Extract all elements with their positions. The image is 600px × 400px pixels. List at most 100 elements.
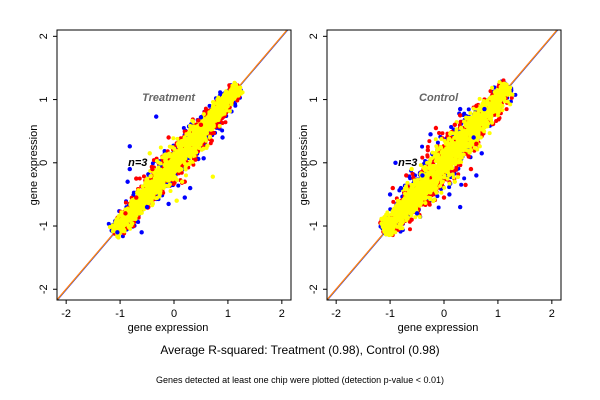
core-point — [152, 182, 157, 187]
core-point — [114, 221, 119, 226]
core-point — [459, 182, 464, 187]
data-point — [205, 143, 210, 148]
core-point — [183, 165, 188, 170]
core-point — [188, 155, 193, 160]
data-point — [127, 144, 132, 149]
core-point — [427, 139, 432, 144]
core-point — [151, 195, 156, 200]
core-point — [229, 102, 234, 107]
core-point — [148, 174, 153, 179]
core-point — [513, 92, 518, 97]
core-point — [146, 192, 151, 197]
core-point — [425, 153, 430, 158]
core-point — [449, 124, 454, 129]
core-point — [135, 202, 140, 207]
core-point — [167, 178, 172, 183]
core-point — [165, 152, 170, 157]
y-axis-label: gene expression — [28, 125, 40, 206]
core-point — [213, 106, 218, 111]
core-point — [466, 154, 471, 159]
core-point — [436, 205, 441, 210]
core-point — [437, 130, 442, 135]
core-point — [197, 146, 202, 151]
core-point — [183, 146, 188, 151]
core-point — [181, 142, 186, 147]
plot-area — [57, 30, 289, 300]
core-point — [407, 227, 412, 232]
core-point — [220, 128, 225, 133]
core-point — [451, 175, 456, 180]
core-point — [195, 134, 200, 139]
core-point — [217, 123, 222, 128]
core-point — [139, 205, 144, 210]
core-point — [123, 222, 128, 227]
sample-count: n=3 — [128, 157, 147, 169]
core-point — [501, 78, 506, 83]
core-point — [176, 183, 181, 188]
core-point — [134, 213, 139, 218]
core-point — [209, 131, 214, 136]
data-point — [115, 230, 120, 235]
core-point — [150, 186, 155, 191]
data-point — [144, 204, 150, 210]
core-point — [200, 137, 205, 142]
core-point — [144, 177, 149, 182]
core-point — [142, 193, 147, 198]
core-point — [236, 85, 241, 90]
data-point — [166, 201, 171, 207]
core-point — [152, 170, 157, 175]
core-point — [181, 149, 186, 154]
core-point — [171, 136, 176, 141]
core-point — [227, 97, 232, 102]
data-point — [198, 122, 204, 128]
core-point — [203, 136, 208, 141]
core-point — [191, 124, 196, 129]
core-point — [447, 181, 452, 186]
core-point — [208, 121, 213, 126]
x-tick-label: -1 — [115, 308, 125, 320]
core-point — [223, 99, 228, 104]
core-point — [456, 172, 461, 177]
core-point — [203, 106, 208, 111]
core-point — [158, 180, 163, 185]
core-point — [497, 79, 502, 84]
core-point — [188, 127, 193, 132]
core-point — [107, 225, 112, 230]
core-point — [445, 176, 450, 181]
core-point — [162, 149, 167, 154]
core-point — [187, 137, 192, 142]
y-tick-label: -1 — [38, 221, 50, 231]
core-point — [179, 170, 184, 175]
core-point — [181, 126, 186, 131]
data-point — [139, 230, 144, 235]
core-point — [156, 165, 161, 170]
core-point — [157, 194, 162, 199]
core-point — [148, 183, 153, 188]
core-point — [420, 155, 425, 160]
core-point — [137, 176, 142, 181]
core-point — [227, 93, 232, 98]
core-point — [122, 229, 127, 234]
core-point — [171, 166, 176, 171]
data-point — [147, 151, 152, 156]
data-point — [125, 179, 130, 184]
core-point — [509, 95, 514, 100]
core-point — [182, 160, 187, 165]
core-point — [221, 109, 226, 114]
data-point — [220, 135, 225, 140]
core-point — [186, 162, 191, 167]
plot-area — [327, 30, 559, 300]
core-point — [209, 111, 214, 116]
core-point — [126, 214, 131, 219]
core-point — [230, 95, 235, 100]
core-point — [430, 150, 435, 155]
core-point — [488, 89, 493, 94]
core-point — [195, 130, 200, 135]
panel-title: Treatment — [142, 92, 196, 104]
core-point — [217, 115, 222, 120]
core-point — [433, 189, 438, 194]
core-point — [186, 142, 191, 147]
core-point — [171, 175, 176, 180]
core-point — [462, 176, 467, 181]
core-point — [191, 135, 196, 140]
